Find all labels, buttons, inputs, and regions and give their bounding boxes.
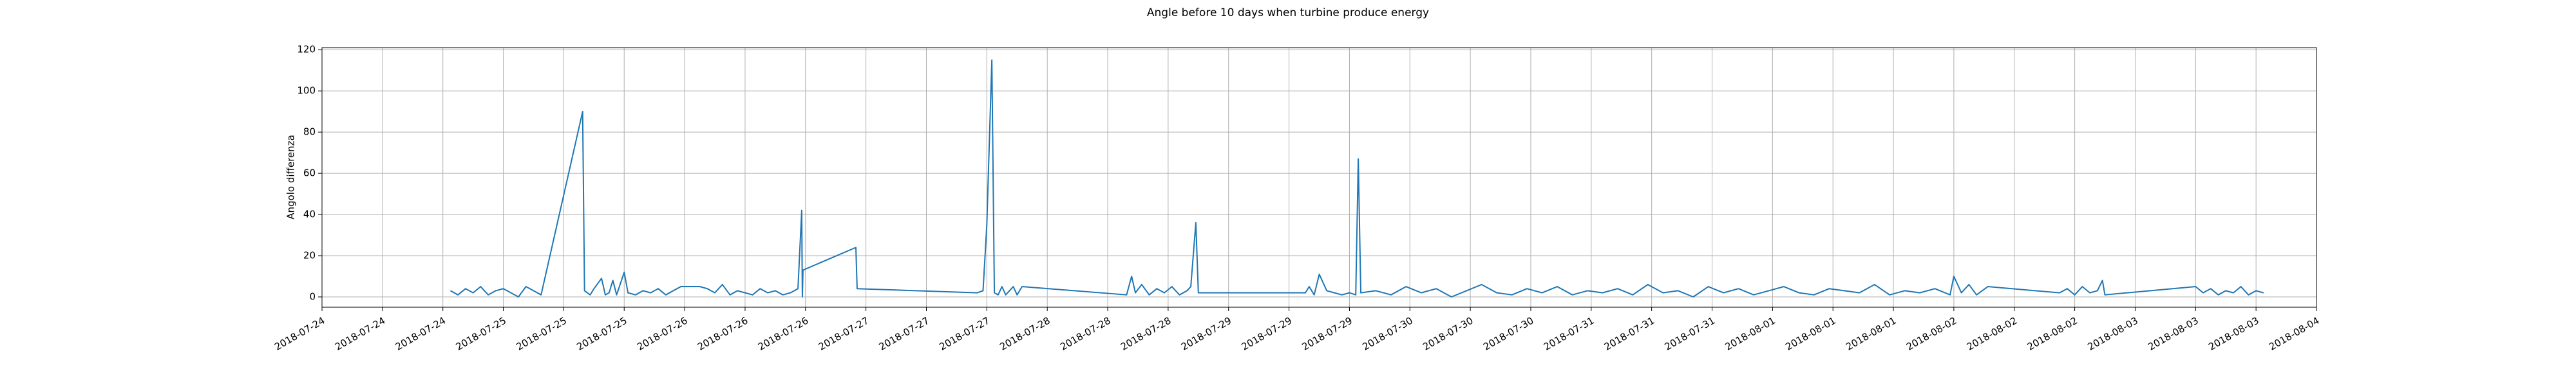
x-tick-label: 2018-08-03 [2086,315,2141,353]
y-axis-label: Angolo differenza [285,135,297,219]
x-tick-label: 2018-07-25 [574,315,629,353]
x-tick-label: 2018-07-30 [1481,315,1536,353]
y-tick-label: 0 [309,291,316,303]
data-line [450,59,2264,298]
x-tick-label: 2018-07-28 [1119,315,1173,353]
x-tick-label: 2018-07-24 [272,315,327,353]
x-tick-label: 2018-08-02 [1965,315,2020,353]
x-tick-label: 2018-08-03 [2146,315,2201,353]
x-tick-label: 2018-07-31 [1602,315,1657,353]
x-tick-label: 2018-07-29 [1300,315,1355,353]
chart-title: Angle before 10 days when turbine produc… [1147,6,1429,19]
x-tick-label: 2018-07-31 [1542,315,1596,353]
x-tick-label: 2018-08-01 [1844,315,1899,353]
x-tick-label: 2018-07-30 [1360,315,1415,353]
x-tick-label: 2018-07-27 [877,315,932,353]
x-tick-label: 2018-08-02 [2025,315,2080,353]
x-tick-label: 2018-07-28 [1058,315,1113,353]
x-tick-label: 2018-07-26 [635,315,690,353]
y-tick-label: 20 [303,250,316,261]
x-tick-label: 2018-07-25 [514,315,569,353]
y-tick-label: 120 [297,44,316,55]
x-tick-label: 2018-07-27 [937,315,992,353]
x-tick-label: 2018-07-30 [1421,315,1475,353]
x-tick-label: 2018-07-26 [756,315,811,353]
x-tick-label: 2018-07-28 [998,315,1052,353]
x-tick-label: 2018-07-24 [393,315,448,353]
y-tick-label: 80 [303,126,316,138]
x-tick-label: 2018-08-01 [1783,315,1838,353]
y-tick-label: 100 [297,85,316,97]
x-tick-label: 2018-08-04 [2267,315,2322,353]
x-tick-label: 2018-07-25 [454,315,509,353]
x-tick-label: 2018-08-03 [2206,315,2261,353]
x-tick-label: 2018-07-29 [1240,315,1294,353]
x-tick-label: 2018-07-24 [333,315,388,353]
x-tick-label: 2018-08-02 [1904,315,1959,353]
x-tick-label: 2018-07-29 [1179,315,1234,353]
x-tick-label: 2018-08-01 [1723,315,1777,353]
plot-frame [321,47,2317,308]
x-tick-label: 2018-07-27 [817,315,871,353]
y-tick-label: 60 [303,167,316,179]
x-tick-label: 2018-07-26 [696,315,750,353]
x-tick-label: 2018-07-31 [1663,315,1718,353]
y-tick-label: 40 [303,209,316,220]
